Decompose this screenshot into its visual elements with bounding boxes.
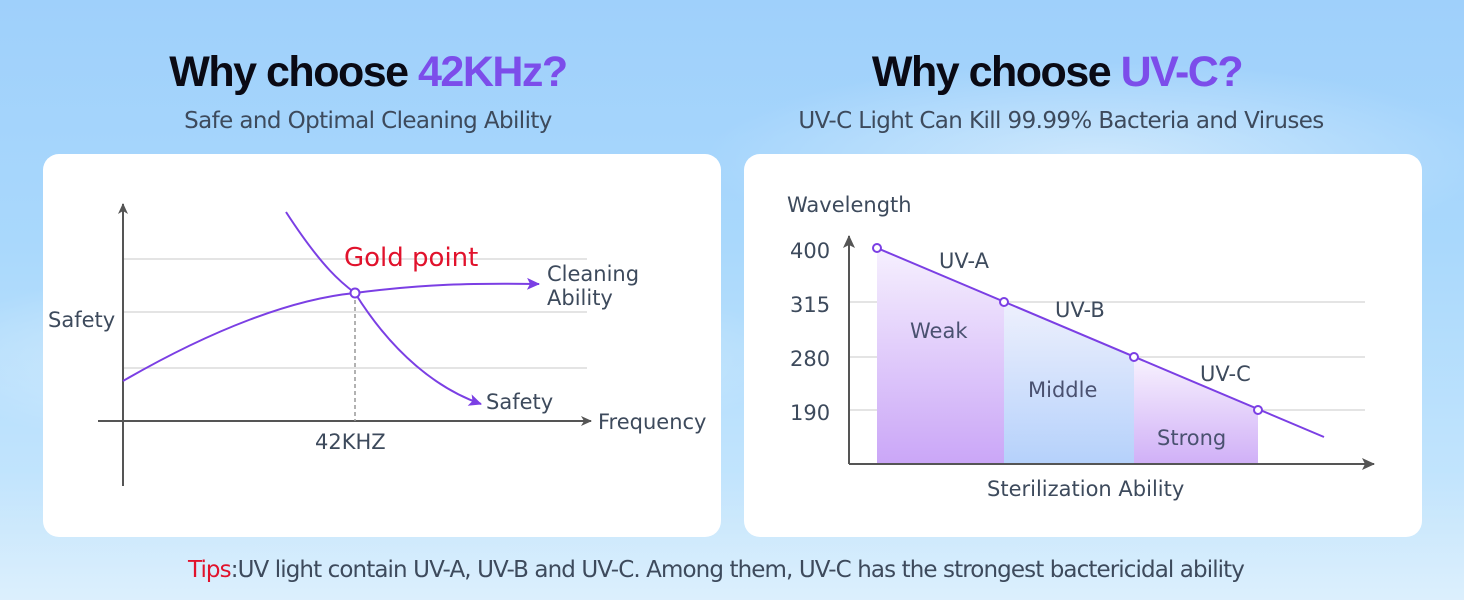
- safety-curve-label: Safety: [486, 390, 553, 414]
- right-title-accent: UV-C?: [1120, 48, 1244, 96]
- y-tick-280: 280: [790, 347, 830, 371]
- weak-label: Weak: [910, 319, 968, 343]
- uv-b-label: UV-B: [1055, 298, 1105, 322]
- right-subtitle: UV-C Light Can Kill 99.99% Bacteria and …: [798, 108, 1324, 134]
- y-axis-label: Safety: [48, 308, 115, 332]
- y-tick-315: 315: [790, 293, 830, 317]
- x-tick-42khz: 42KHZ: [315, 430, 386, 454]
- tips-separator: :: [230, 557, 239, 583]
- y-tick-190: 190: [790, 401, 830, 425]
- frequency-chart: Gold point Cleaning Ability Safety Safet…: [48, 203, 707, 486]
- gold-point-marker: [349, 287, 361, 299]
- right-title-prefix: Why choose: [871, 48, 1121, 96]
- point-400: [872, 243, 882, 253]
- frequency-chart-card: Gold point Cleaning Ability Safety Safet…: [43, 154, 721, 537]
- left-title-prefix: Why choose: [169, 48, 418, 96]
- middle-label: Middle: [1028, 378, 1097, 402]
- uv-wavelength-chart: 400 315 280 190 Wavelength Sterilization…: [787, 193, 1375, 501]
- tips-footer: Tips:UV light contain UV-A, UV-B and UV-…: [188, 557, 1245, 583]
- left-title-accent: 42KHz?: [418, 48, 568, 96]
- left-subtitle: Safe and Optimal Cleaning Ability: [184, 108, 552, 134]
- safety-curve: [285, 211, 482, 406]
- point-315: [999, 297, 1009, 307]
- left-title: Why choose 42KHz?: [169, 48, 568, 97]
- wavelength-line: [876, 247, 1325, 438]
- gold-point-label: Gold point: [344, 243, 478, 273]
- cleaning-ability-label-line2: Ability: [547, 286, 613, 310]
- gridlines: [123, 258, 587, 369]
- tips-text: UV light contain UV-A, UV-B and UV-C. Am…: [237, 557, 1245, 583]
- strong-label: Strong: [1157, 426, 1226, 450]
- uv-chart-card: 400 315 280 190 Wavelength Sterilization…: [744, 154, 1422, 537]
- point-280: [1129, 352, 1139, 362]
- cleaning-ability-label-line1: Cleaning: [547, 262, 639, 286]
- x-axis-label: Sterilization Ability: [987, 477, 1184, 501]
- uv-c-label: UV-C: [1200, 362, 1251, 386]
- x-axis-label: Frequency: [598, 410, 707, 434]
- tips-label: Tips: [188, 557, 232, 583]
- y-axis-label: Wavelength: [787, 193, 912, 217]
- uv-a-band-fill: [877, 248, 1004, 464]
- uv-c-band-fill: [1134, 357, 1258, 464]
- uv-b-band-fill: [1004, 302, 1134, 464]
- uv-a-label: UV-A: [939, 249, 990, 273]
- cleaning-ability-curve: [122, 277, 540, 382]
- y-tick-400: 400: [790, 239, 830, 263]
- right-title: Why choose UV-C?: [871, 48, 1244, 97]
- point-190: [1253, 405, 1263, 415]
